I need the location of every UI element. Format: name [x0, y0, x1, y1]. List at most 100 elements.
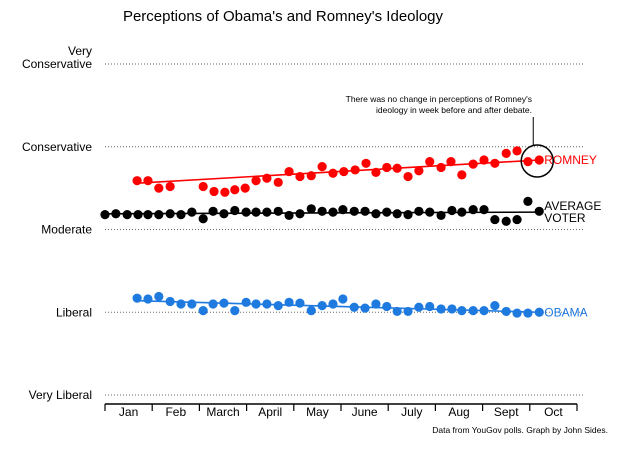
data-point [251, 207, 261, 217]
y-tick-label: Very [68, 44, 92, 58]
data-point [198, 181, 208, 192]
data-point [468, 305, 478, 316]
data-point [414, 206, 424, 216]
data-point [220, 187, 230, 197]
series-label: VOTER [544, 211, 586, 225]
data-point [230, 205, 240, 216]
data-point [468, 159, 478, 169]
data-point [251, 299, 261, 309]
data-point [382, 207, 392, 217]
data-point [230, 305, 240, 316]
data-point [425, 157, 435, 167]
data-point [328, 207, 338, 217]
data-point [512, 214, 522, 225]
series-obama: OBAMA [132, 291, 588, 319]
data-point [100, 210, 110, 220]
series-label: AVERAGE [544, 199, 601, 213]
data-point [230, 185, 240, 195]
data-point [219, 209, 229, 219]
data-point [501, 216, 511, 226]
data-point [382, 162, 392, 173]
data-point [392, 306, 402, 317]
data-point [446, 157, 456, 167]
data-point [392, 163, 402, 173]
data-point [154, 291, 164, 302]
data-point [176, 299, 186, 309]
data-point [273, 301, 283, 311]
data-point [165, 181, 175, 192]
x-tick-label: Oct [544, 405, 563, 419]
chart-title: Perceptions of Obama's and Romney's Ideo… [123, 8, 444, 25]
data-point [165, 296, 175, 307]
data-point [457, 305, 467, 316]
data-point [317, 206, 327, 216]
data-point [414, 302, 424, 312]
data-point [132, 293, 142, 303]
data-point [284, 297, 294, 307]
data-point [251, 176, 261, 186]
annotation-text: ideology in week before and after debate… [376, 105, 532, 115]
data-point [262, 299, 272, 309]
x-tick-label: March [206, 405, 239, 419]
data-point [306, 171, 316, 181]
data-point [208, 299, 218, 309]
data-point [490, 158, 500, 168]
y-tick-label: Moderate [41, 223, 92, 237]
data-point [436, 162, 446, 173]
data-point [328, 168, 338, 178]
data-point [198, 214, 208, 224]
highlight-circle [520, 144, 554, 178]
data-point [447, 205, 457, 216]
data-point [306, 305, 316, 316]
data-point [403, 210, 413, 220]
data-point [371, 209, 381, 219]
data-point [241, 297, 251, 307]
data-point [523, 196, 533, 206]
data-point [338, 294, 348, 304]
data-point [403, 171, 413, 182]
data-point [457, 207, 467, 217]
data-point [295, 209, 305, 219]
data-point [295, 298, 305, 308]
data-point [403, 306, 413, 317]
series-label: OBAMA [544, 305, 587, 319]
data-point [523, 308, 533, 318]
data-point [262, 173, 272, 183]
data-point [360, 303, 370, 313]
data-point [392, 209, 402, 219]
x-axis: Jan Feb March April May June July Aug Sept Oct [104, 403, 578, 419]
data-point [360, 206, 370, 216]
data-point [457, 170, 467, 180]
data-point [371, 299, 381, 309]
data-point [165, 209, 175, 219]
data-point [154, 210, 164, 220]
data-point [447, 304, 457, 314]
data-point [133, 210, 143, 220]
data-point [219, 298, 229, 308]
x-tick-label: Sept [494, 405, 519, 419]
data-point [468, 205, 478, 215]
data-point [490, 301, 500, 311]
data-point [317, 301, 327, 311]
data-point [132, 176, 142, 186]
data-point [523, 157, 533, 167]
debate-annotation: There was no change in perceptions of Ro… [346, 94, 554, 178]
x-tick-label: June [352, 405, 378, 419]
x-tick-label: Feb [165, 405, 186, 419]
x-tick-label: April [258, 405, 282, 419]
series-label: ROMNEY [544, 153, 597, 167]
x-tick-label: Jan [119, 405, 138, 419]
data-point [176, 210, 186, 220]
data-point [534, 206, 544, 216]
x-tick-label: July [401, 405, 422, 419]
data-point [534, 155, 544, 165]
data-point [479, 155, 489, 165]
data-point [501, 306, 511, 317]
data-point [262, 207, 272, 217]
chart-credit: Data from YouGov polls. Graph by John Si… [432, 425, 608, 435]
x-tick-label: Aug [448, 405, 469, 419]
data-point [328, 299, 338, 309]
data-point [241, 207, 251, 217]
